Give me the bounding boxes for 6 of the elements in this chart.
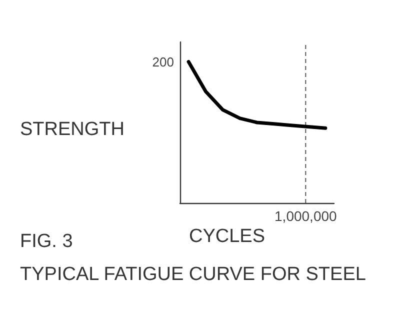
x-axis-title: CYCLES [188,226,266,247]
text: 1,000,000 [274,208,338,224]
caption: FIG. 3 [20,231,73,252]
text: TYPICAL FATIGUE CURVE FOR STEEL [20,264,366,285]
text: 200 [152,54,174,70]
y-axis-title: STRENGTH [20,119,124,140]
